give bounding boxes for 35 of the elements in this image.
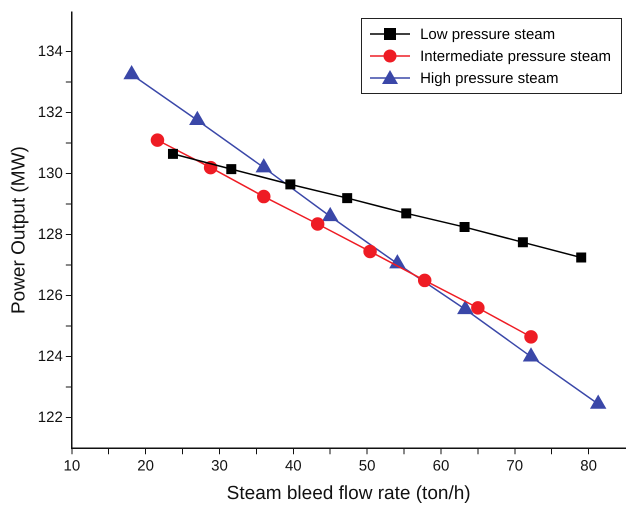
point — [257, 190, 271, 204]
point — [460, 222, 470, 232]
point — [226, 164, 236, 174]
point — [524, 330, 538, 344]
y-tick-label: 126 — [38, 286, 63, 304]
legend-label: Intermediate pressure steam — [420, 48, 611, 64]
point — [363, 244, 377, 258]
y-tick-label: 132 — [38, 104, 63, 121]
point — [168, 148, 178, 159]
x-tick-label: 40 — [284, 457, 302, 474]
x-tick-label: 20 — [137, 457, 154, 474]
y-tick-label: 134 — [38, 42, 63, 60]
point — [471, 301, 485, 315]
point — [576, 252, 586, 263]
point — [310, 217, 324, 231]
point — [342, 193, 352, 204]
y-axis-title: Power Output (MW) — [8, 146, 30, 314]
x-axis-title: Steam bleed flow rate (ton/h) — [226, 482, 471, 504]
point — [518, 237, 528, 248]
y-tick-label: 124 — [38, 348, 63, 365]
x-tick-label: 80 — [580, 457, 597, 474]
point — [150, 133, 164, 147]
legend-label: High pressure steam — [420, 70, 558, 86]
y-tick-label: 128 — [38, 226, 63, 243]
y-tick-label: 122 — [38, 408, 63, 426]
point — [401, 208, 412, 218]
point — [418, 274, 432, 288]
point — [285, 179, 296, 190]
x-tick-label: 30 — [211, 457, 228, 474]
y-tick-label: 130 — [38, 164, 63, 182]
x-tick-label: 50 — [358, 457, 376, 474]
legend-label: Low pressure steam — [420, 26, 556, 42]
x-tick-label: 70 — [506, 457, 524, 474]
x-tick-label: 60 — [432, 457, 450, 474]
x-tick-label: 10 — [63, 457, 80, 474]
